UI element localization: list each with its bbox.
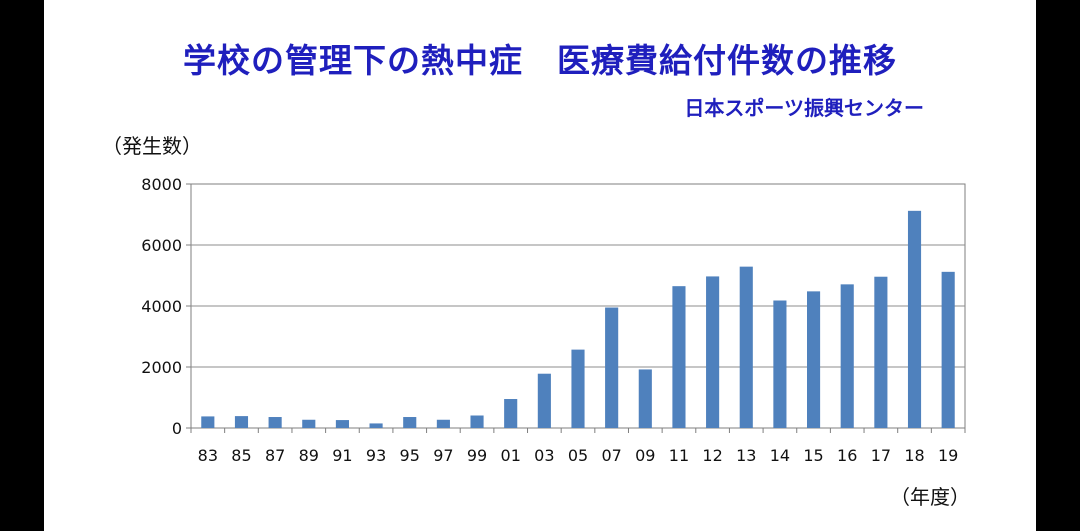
bar (335, 420, 349, 428)
bar (672, 286, 686, 428)
x-tick-label: 03 (534, 446, 554, 465)
y-tick-label: 2000 (141, 358, 182, 377)
y-axis-label: （発生数） (102, 134, 202, 158)
x-tick-label: 12 (702, 446, 722, 465)
bar (234, 416, 249, 428)
x-tick-label: 16 (837, 446, 857, 465)
x-tick-label: 91 (332, 446, 352, 465)
x-tick-label: 95 (400, 446, 420, 465)
bar (470, 415, 484, 428)
y-tick-label: 4000 (141, 297, 182, 316)
x-tick-label: 15 (803, 446, 823, 465)
bar (201, 416, 215, 428)
bar (840, 284, 854, 428)
x-tick-label: 99 (467, 446, 487, 465)
x-tick-label: 87 (265, 446, 285, 465)
x-tick-label: 17 (871, 446, 891, 465)
slide: 学校の管理下の熱中症 医療費給付件数の推移 日本スポーツ振興センター （発生数）… (44, 0, 1036, 531)
bar (369, 423, 383, 428)
x-tick-label: 11 (669, 446, 689, 465)
bar (874, 276, 888, 428)
bar (302, 419, 316, 428)
y-tick-label: 6000 (141, 236, 182, 255)
x-tick-label: 83 (198, 446, 218, 465)
bar (739, 266, 753, 428)
x-tick-label: 93 (366, 446, 386, 465)
x-axis-label: （年度） (890, 485, 970, 509)
x-tick-label: 01 (501, 446, 521, 465)
bar (907, 210, 922, 428)
bar (403, 417, 417, 428)
x-tick-label: 14 (770, 446, 790, 465)
bar (605, 307, 619, 428)
x-tick-label: 09 (635, 446, 655, 465)
slide-title: 学校の管理下の熱中症 医療費給付件数の推移 (183, 41, 897, 80)
bar (504, 399, 518, 428)
x-tick-label: 07 (601, 446, 621, 465)
bar (807, 291, 821, 428)
x-tick-label: 85 (231, 446, 251, 465)
bar (537, 373, 551, 428)
bar (941, 271, 955, 428)
x-tick-label: 97 (433, 446, 453, 465)
y-tick-label: 0 (172, 419, 182, 438)
x-tick-label: 05 (568, 446, 588, 465)
bar-chart: 0 2000 4000 6000 8000 83 85 87 89 91 93 95 97 99 01 03 0… (141, 175, 966, 465)
x-tick-label: 19 (938, 446, 958, 465)
bar (436, 419, 450, 428)
bar (706, 276, 720, 428)
bar (268, 417, 282, 428)
bar (571, 349, 585, 428)
x-tick-label: 89 (299, 446, 319, 465)
x-tick-label: 13 (736, 446, 756, 465)
bar (638, 369, 652, 428)
bar (773, 300, 787, 428)
x-tick-label: 18 (904, 446, 924, 465)
source-label: 日本スポーツ振興センター (684, 96, 924, 120)
y-tick-label: 8000 (141, 175, 182, 194)
